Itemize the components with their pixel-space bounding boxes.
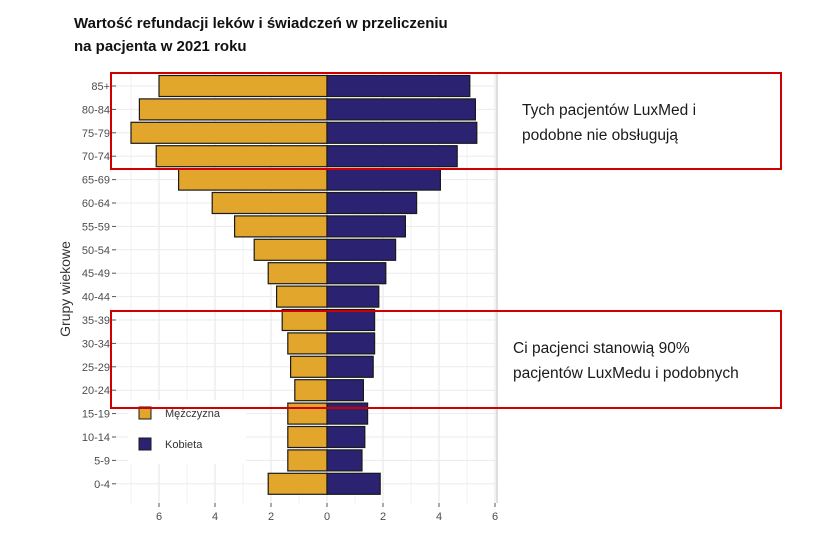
y-tick-label: 10-14 [82,432,110,444]
x-tick-label: 2 [268,511,274,523]
y-tick-label: 75-79 [82,128,110,140]
y-tick-label: 15-19 [82,409,110,421]
annotation-bottom-line-2: pacjentów LuxMedu i podobnych [513,365,739,382]
bar-female-80-84 [326,98,476,121]
y-tick-label: 35-39 [82,315,110,327]
legend-swatch-female [138,437,152,451]
annotation-bottom-line-1: Ci pacjenci stanowią 90% [513,340,690,357]
bar-female-40-44 [326,285,380,308]
bar-female-85+ [326,74,471,98]
bar-female-15-19 [326,402,369,425]
y-tick-label: 0-4 [94,479,110,491]
bar-male-5-9 [287,449,328,472]
y-tick-label: 5-9 [94,455,110,467]
legend-label: Kobieta [165,439,203,451]
bar-male-65-69 [178,168,328,191]
y-tick-label: 45-49 [82,268,110,280]
y-tick-label: 25-29 [82,362,110,374]
y-tick-label: 65-69 [82,175,110,187]
bar-male-80-84 [138,98,328,121]
bar-male-75-79 [130,121,328,144]
bar-female-55-59 [326,215,407,238]
bar-male-35-39 [281,308,328,332]
x-tick-label: 6 [156,511,162,523]
annotation-top-line-2: podobne nie obsługują [522,127,678,144]
bar-male-50-54 [253,238,328,261]
bar-male-40-44 [276,285,328,308]
x-tick-label: 4 [436,511,442,523]
annotation-top-line-1: Tych pacjentów LuxMed i [522,102,697,119]
bar-female-75-79 [326,121,478,144]
bar-male-55-59 [234,215,328,238]
annotation-box-bottom [110,310,782,409]
x-tick-label: 2 [380,511,386,523]
bar-female-70-74 [326,145,458,168]
chart-title: Wartość refundacji leków i świadczeń w p… [74,15,448,55]
bar-female-0-4 [326,472,381,495]
annotation-top-text: Tych pacjentów LuxMed i podobne nie obsł… [522,98,696,148]
bar-male-70-74 [155,145,328,168]
y-tick-label: 80-84 [82,104,110,116]
legend-label: Mężczyzna [165,408,221,420]
bar-female-20-24 [326,379,365,402]
bar-male-60-64 [211,191,328,215]
bar-male-85+ [158,74,328,98]
y-tick-label: 60-64 [82,198,110,210]
bar-male-25-29 [290,355,328,378]
bar-female-35-39 [326,308,376,332]
y-tick-label: 20-24 [82,385,110,397]
x-tick-label: 0 [324,511,330,523]
bar-female-65-69 [326,168,442,191]
bar-female-5-9 [326,449,363,472]
y-tick-label: 85+ [91,81,110,93]
annotation-box-top [110,72,782,170]
y-tick-label: 40-44 [82,292,110,304]
bar-male-30-34 [287,332,328,355]
y-tick-label: 50-54 [82,245,110,257]
bar-female-30-34 [326,332,376,355]
x-tick-label: 4 [212,511,218,523]
bar-female-50-54 [326,238,397,261]
y-axis-title: Grupy wiekowe [57,241,73,337]
y-tick-label: 30-34 [82,338,110,350]
bar-male-15-19 [287,402,328,425]
bar-female-45-49 [326,262,387,285]
bar-male-0-4 [267,472,328,495]
bar-male-45-49 [267,262,328,285]
bar-female-25-29 [326,355,374,378]
y-tick-label: 55-59 [82,221,110,233]
annotation-bottom-text: Ci pacjenci stanowią 90% pacjentów LuxMe… [513,336,739,386]
bar-male-10-14 [287,425,328,449]
bar-female-10-14 [326,425,366,449]
x-tick-label: 6 [492,511,498,523]
bar-male-20-24 [294,379,328,402]
y-tick-label: 70-74 [82,151,110,163]
bar-female-60-64 [326,191,418,215]
